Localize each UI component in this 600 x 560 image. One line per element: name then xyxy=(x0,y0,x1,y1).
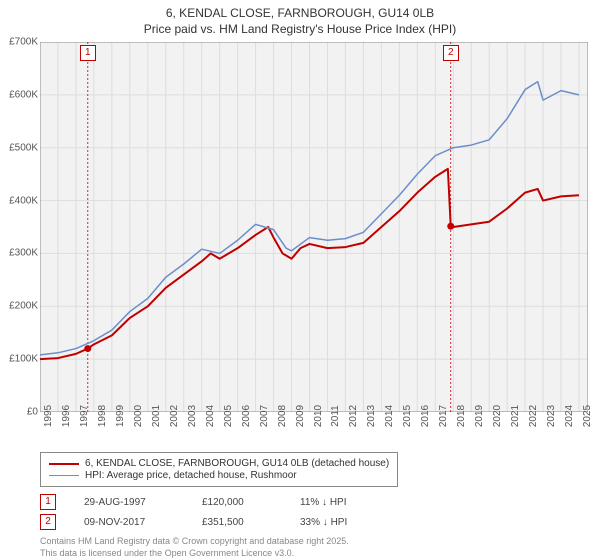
legend-label: HPI: Average price, detached house, Rush… xyxy=(85,470,297,481)
x-tick-label: 2003 xyxy=(187,405,198,427)
x-tick-label: 2009 xyxy=(295,405,306,427)
x-tick-label: 2008 xyxy=(277,405,288,427)
x-tick-label: 2016 xyxy=(420,405,431,427)
sale-date-1: 29-AUG-1997 xyxy=(84,497,174,508)
x-tick-label: 2025 xyxy=(582,405,593,427)
sale-price-1: £120,000 xyxy=(202,497,272,508)
y-tick-label: £0 xyxy=(27,407,38,418)
sale-marker-2: 2 xyxy=(40,514,56,530)
chart-title-address: 6, KENDAL CLOSE, FARNBOROUGH, GU14 0LB xyxy=(0,6,600,20)
x-tick-label: 2002 xyxy=(169,405,180,427)
x-tick-label: 2023 xyxy=(546,405,557,427)
x-tick-label: 1998 xyxy=(97,405,108,427)
chart-svg xyxy=(40,42,588,412)
legend-swatch xyxy=(49,463,79,465)
y-tick-label: £200K xyxy=(9,301,38,312)
sale-marker-1: 1 xyxy=(40,494,56,510)
x-tick-label: 2005 xyxy=(223,405,234,427)
x-tick-label: 2001 xyxy=(151,405,162,427)
x-tick-label: 1997 xyxy=(79,405,90,427)
attribution-line2: This data is licensed under the Open Gov… xyxy=(40,548,294,558)
legend-swatch xyxy=(49,475,79,476)
x-tick-label: 2021 xyxy=(510,405,521,427)
legend-row: 6, KENDAL CLOSE, FARNBOROUGH, GU14 0LB (… xyxy=(49,458,389,469)
x-tick-label: 2017 xyxy=(438,405,449,427)
sale-delta-2: 33% ↓ HPI xyxy=(300,517,347,528)
legend-label: 6, KENDAL CLOSE, FARNBOROUGH, GU14 0LB (… xyxy=(85,458,389,469)
x-tick-label: 2024 xyxy=(564,405,575,427)
x-tick-label: 1995 xyxy=(43,405,54,427)
x-tick-label: 1996 xyxy=(61,405,72,427)
sale-marker-flag: 2 xyxy=(443,45,459,61)
sale-delta-1: 11% ↓ HPI xyxy=(300,497,347,508)
sale-date-2: 09-NOV-2017 xyxy=(84,517,174,528)
x-tick-label: 2007 xyxy=(259,405,270,427)
x-tick-label: 2022 xyxy=(528,405,539,427)
attribution-line1: Contains HM Land Registry data © Crown c… xyxy=(40,536,349,546)
x-tick-label: 2019 xyxy=(474,405,485,427)
chart-container: 6, KENDAL CLOSE, FARNBOROUGH, GU14 0LB P… xyxy=(0,0,600,560)
sale-row-2: 2 09-NOV-2017 £351,500 33% ↓ HPI xyxy=(40,514,347,530)
sale-row-1: 1 29-AUG-1997 £120,000 11% ↓ HPI xyxy=(40,494,347,510)
x-tick-label: 2006 xyxy=(241,405,252,427)
y-tick-label: £700K xyxy=(9,37,38,48)
x-tick-label: 2010 xyxy=(313,405,324,427)
x-tick-label: 2004 xyxy=(205,405,216,427)
x-tick-label: 2011 xyxy=(330,405,341,427)
title-block: 6, KENDAL CLOSE, FARNBOROUGH, GU14 0LB P… xyxy=(0,0,600,36)
x-tick-label: 2014 xyxy=(384,405,395,427)
y-tick-label: £300K xyxy=(9,248,38,259)
x-tick-label: 2013 xyxy=(366,405,377,427)
x-tick-label: 1999 xyxy=(115,405,126,427)
x-tick-label: 2020 xyxy=(492,405,503,427)
y-tick-label: £400K xyxy=(9,195,38,206)
legend: 6, KENDAL CLOSE, FARNBOROUGH, GU14 0LB (… xyxy=(40,452,398,487)
x-tick-label: 2018 xyxy=(456,405,467,427)
x-tick-label: 2012 xyxy=(348,405,359,427)
x-tick-label: 2015 xyxy=(402,405,413,427)
sale-marker-flag: 1 xyxy=(80,45,96,61)
chart-subtitle: Price paid vs. HM Land Registry's House … xyxy=(0,22,600,36)
y-tick-label: £100K xyxy=(9,354,38,365)
chart-area xyxy=(40,42,588,412)
legend-row: HPI: Average price, detached house, Rush… xyxy=(49,470,389,481)
x-tick-label: 2000 xyxy=(133,405,144,427)
y-tick-label: £600K xyxy=(9,89,38,100)
sale-price-2: £351,500 xyxy=(202,517,272,528)
y-tick-label: £500K xyxy=(9,142,38,153)
